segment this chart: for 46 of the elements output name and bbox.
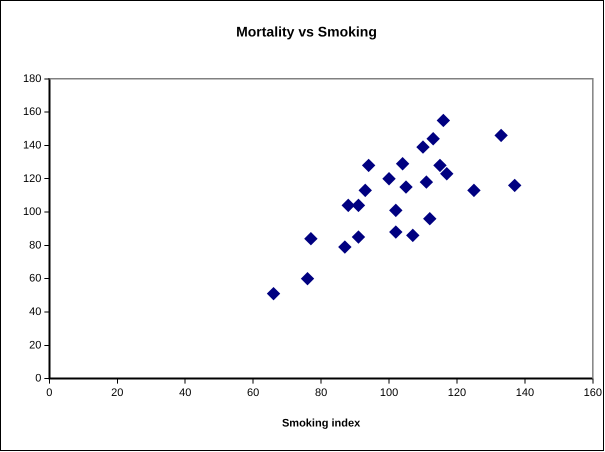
point — [436, 114, 450, 127]
x-tick-label: 60 — [247, 387, 260, 400]
point — [338, 240, 352, 254]
point — [396, 157, 410, 170]
chart-title: Mortality vs Smoking — [236, 23, 377, 40]
y-tick-label: 140 — [22, 139, 42, 152]
y-tick-label: 80 — [29, 239, 42, 252]
point — [406, 228, 420, 242]
y-tick-label: 20 — [29, 339, 42, 352]
point — [416, 140, 430, 154]
x-tick-label: 140 — [516, 387, 534, 400]
point — [420, 176, 433, 189]
point — [304, 232, 318, 246]
x-tick-label: 160 — [584, 387, 602, 400]
point — [389, 226, 402, 239]
point — [342, 198, 355, 212]
point — [400, 180, 413, 194]
y-tick-label: 100 — [22, 206, 42, 218]
x-axis-title: Smoking index — [282, 417, 362, 430]
point — [508, 178, 522, 192]
y-tick-label: 120 — [22, 172, 42, 185]
point — [267, 287, 280, 300]
y-tick-label: 60 — [29, 272, 42, 285]
point — [426, 132, 440, 146]
x-tick-label: 80 — [314, 387, 328, 400]
point — [440, 167, 454, 180]
point — [352, 198, 365, 212]
x-tick-label: 20 — [111, 387, 124, 400]
x-tick-label: 100 — [380, 387, 398, 400]
y-tick-label: 180 — [22, 72, 42, 85]
x-tick-label: 40 — [179, 387, 192, 400]
point — [467, 184, 480, 197]
y-tick-label: 0 — [35, 372, 42, 385]
x-tick-label: 120 — [448, 387, 466, 400]
y-tick-label: 40 — [29, 306, 42, 318]
point — [382, 172, 396, 186]
point — [362, 158, 376, 172]
point — [423, 212, 436, 226]
point — [389, 204, 402, 217]
point — [358, 184, 372, 197]
x-tick-label: 0 — [46, 387, 52, 400]
point — [352, 230, 365, 244]
point — [433, 158, 446, 172]
point — [494, 128, 508, 142]
y-tick-label: 160 — [22, 106, 42, 118]
point — [301, 272, 314, 286]
